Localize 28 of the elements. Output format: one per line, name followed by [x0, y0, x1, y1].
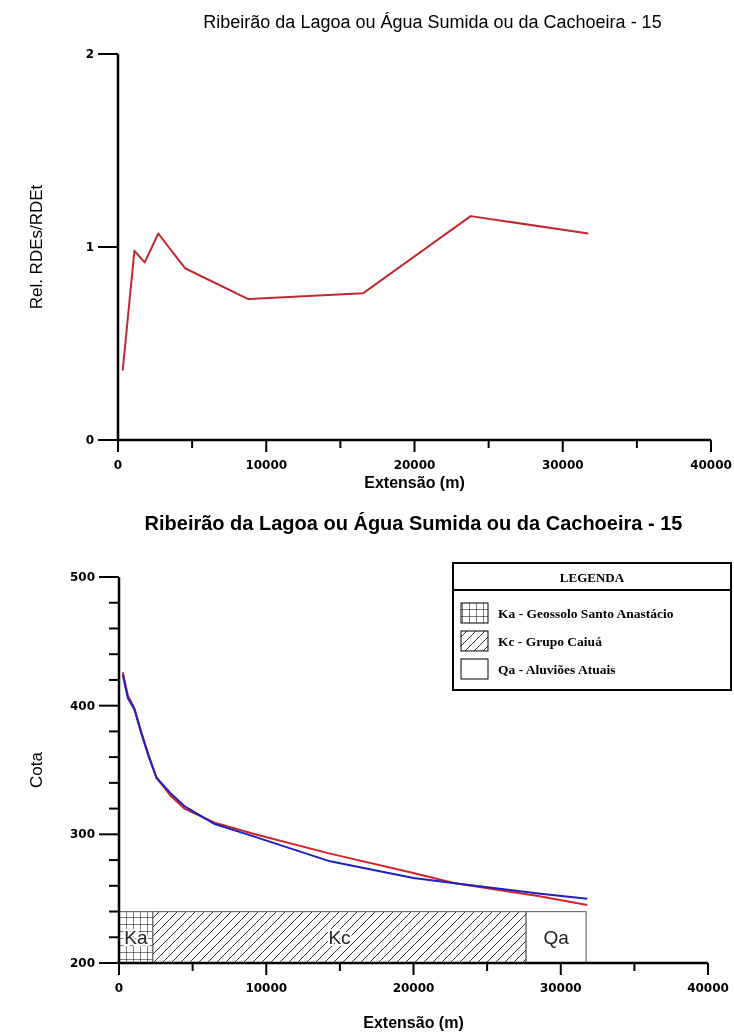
x-tick-label: 30000 [541, 458, 584, 472]
x-tick-label: 20000 [393, 458, 436, 472]
y-tick-label: 0 [85, 433, 94, 447]
y-tick-label: 2 [85, 47, 94, 61]
legend-title: LEGENDA [559, 570, 625, 585]
y-tick-label: 1 [85, 240, 94, 254]
x-tick-label: 40000 [690, 458, 732, 472]
x-tick-label: 20000 [392, 981, 435, 995]
y-tick-label: 500 [69, 570, 95, 584]
chart-title: Ribeirão da Lagoa ou Água Sumida ou da Cachoeira - 15 [203, 12, 662, 32]
x-axis-title: Extensão (m) [364, 474, 465, 491]
y-axis-title: Rel. RDEs/RDEt [27, 184, 46, 310]
chart-title: Ribeirão da Lagoa ou Água Sumida ou da Cachoeira - 15 [144, 512, 683, 534]
y-tick-label: 200 [69, 956, 95, 970]
x-tick-label: 40000 [687, 981, 729, 995]
x-tick-label: 10000 [245, 981, 288, 995]
y-tick-label: 400 [69, 698, 95, 713]
x-tick-label: 0 [113, 458, 123, 472]
annotation: Qa - Aluviões Atuais [498, 662, 616, 677]
band-label: Qa [543, 927, 570, 949]
x-tick-label: 30000 [539, 981, 582, 995]
x-tick-label: 10000 [245, 458, 288, 472]
y-tick-label: 300 [69, 827, 95, 842]
annotation: Ka - Geossolo Santo Anastácio [498, 606, 674, 621]
x-axis-title: Extensão (m) [363, 1014, 464, 1031]
x-tick-label: 0 [114, 981, 124, 995]
y-axis-title: Cota [27, 751, 46, 788]
annotation: Kc - Grupo Caiuá [498, 634, 603, 649]
